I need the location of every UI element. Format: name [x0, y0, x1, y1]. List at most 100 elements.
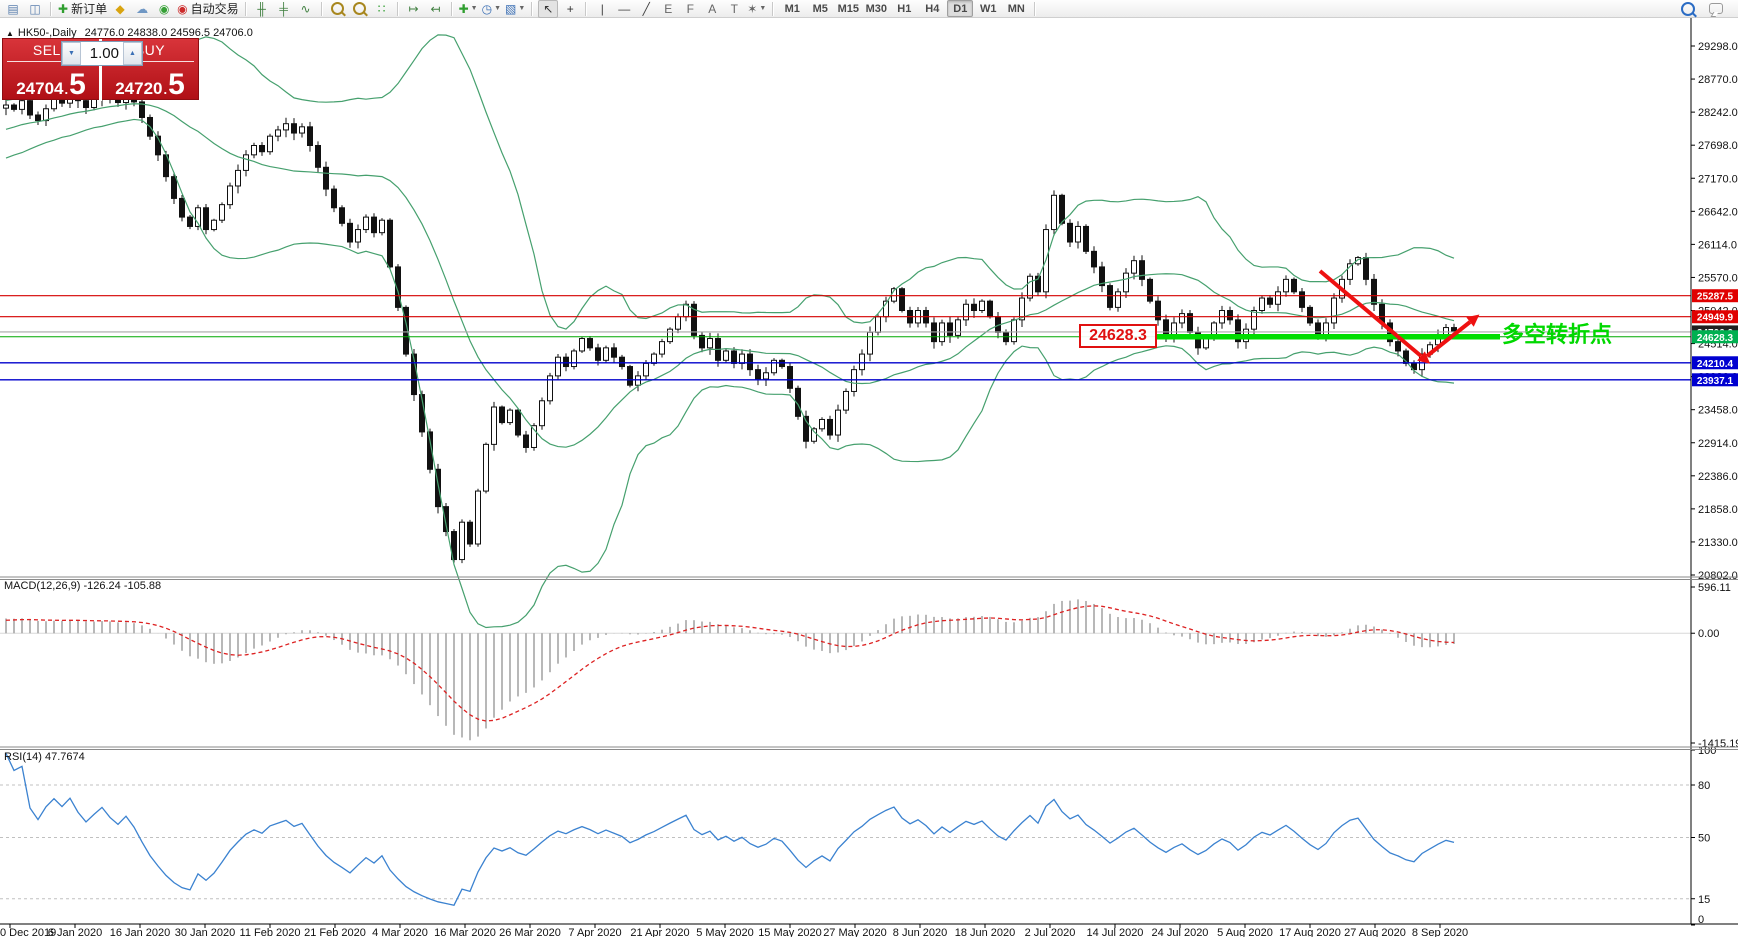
zoom-in-icon[interactable]: [328, 0, 348, 18]
text-label-icon[interactable]: T: [724, 0, 744, 18]
price-axis: 29298.0 28770.0 28242.0 27698.0 27170.0 26642…: [0, 18, 1738, 937]
tile-windows-icon-glyph: ∷: [377, 1, 386, 16]
macd-label: MACD(12,26,9) -126.24 -105.88: [4, 580, 162, 592]
arrows-icon[interactable]: ✶ ▼: [746, 0, 767, 18]
new-chart-icon[interactable]: ▤: [3, 0, 23, 18]
axis-badge-text: 23937.1: [1697, 376, 1734, 387]
buy-price-pip: 5: [168, 68, 185, 101]
search-icon: [1681, 1, 1695, 16]
templates-icon-dropdown[interactable]: ▼: [518, 5, 526, 12]
axis-badge-23937.1: [1692, 373, 1738, 387]
fibonacci-icon[interactable]: F: [680, 0, 700, 18]
time-tick-label: 0 Dec 2019: [0, 927, 56, 937]
macd-signal-line: [5, 605, 1455, 722]
strategy-tester-icon[interactable]: ◉: [154, 0, 174, 18]
tile-windows-icon[interactable]: ∷: [372, 0, 392, 18]
time-tick-label: 18 Jun 2020: [955, 927, 1016, 937]
periods-icon-glyph: ◷: [481, 1, 493, 16]
equidistant-channel-icon-glyph: E: [664, 1, 673, 16]
price-tick-label: 26642.0: [1698, 206, 1738, 218]
rsi-tick-label: 15: [1698, 894, 1710, 906]
red-arrow[interactable]: [1425, 320, 1472, 358]
bar-chart-icon[interactable]: ╫: [252, 0, 272, 18]
time-tick-label: 2 Jul 2020: [1025, 927, 1076, 937]
horizontal-line-icon[interactable]: —: [614, 0, 634, 18]
new-order-icon[interactable]: ✚ 新订单: [57, 0, 108, 18]
timeframe-mn[interactable]: MN: [1007, 2, 1025, 15]
zoom-out-icon: [353, 2, 367, 15]
templates-icon-glyph: ▧: [505, 1, 517, 16]
chart-shift-icon-glyph: ↤: [430, 1, 441, 16]
vertical-line-icon-glyph: |: [600, 1, 604, 16]
terminal-icon[interactable]: ☁: [132, 0, 152, 18]
axis-badge-text: 24628.3: [1697, 333, 1734, 344]
timeframe-m30[interactable]: M30: [865, 2, 887, 15]
chart-shift-icon[interactable]: ↤: [426, 0, 446, 18]
volume-decrease-button[interactable]: ▼: [62, 42, 81, 65]
timeframe-h4[interactable]: H4: [925, 2, 940, 15]
toolbar-separator: [1034, 1, 1037, 16]
rsi-tick-label: 0: [1698, 914, 1704, 926]
price-tick-label: 28770.0: [1698, 74, 1738, 86]
chat-icon[interactable]: [1706, 0, 1726, 18]
symbol-period-label: HK50-,Daily: [17, 27, 77, 39]
rsi-tick-label: 100: [1698, 745, 1716, 757]
macd-tick-label: 0.00: [1698, 628, 1719, 640]
new-order-label: 新订单: [71, 2, 108, 16]
horizontal-line-icon-glyph: —: [618, 1, 631, 16]
sell-button[interactable]: SELL 24704. 5: [3, 39, 101, 101]
time-tick-label: 6 Jan 2020: [48, 927, 102, 937]
bollinger-upper: [5, 34, 1455, 330]
periods-icon-dropdown[interactable]: ▼: [494, 5, 501, 12]
line-chart-icon[interactable]: ∿: [296, 0, 316, 18]
indicators-icon[interactable]: ✚ ▼: [458, 0, 479, 18]
price-tick-label: 23458.0: [1698, 405, 1738, 417]
volume-increase-button[interactable]: ▲: [123, 42, 142, 65]
indicators-icon-dropdown[interactable]: ▼: [470, 5, 478, 12]
volume-input[interactable]: 1.00: [89, 45, 119, 62]
templates-icon[interactable]: ▧ ▼: [504, 0, 526, 18]
arrows-icon-dropdown[interactable]: ▼: [759, 5, 767, 12]
timeframe-w1[interactable]: W1: [980, 2, 997, 15]
price-tick-label: 26114.0: [1698, 239, 1737, 251]
new-order-icon-glyph: ✚: [58, 1, 69, 16]
collapse-icon[interactable]: ▲: [6, 29, 14, 38]
text-label-icon-glyph: T: [730, 1, 738, 16]
price-tick-label: 21330.0: [1698, 537, 1738, 549]
price-pane: [0, 34, 1691, 629]
vertical-line-icon[interactable]: |: [592, 0, 612, 18]
price-tick-label: 25570.0: [1698, 272, 1738, 284]
chat-icon: [1709, 3, 1723, 14]
time-tick-label: 11 Feb 2020: [240, 927, 301, 937]
turning-point-label[interactable]: 多空转折点: [1502, 322, 1613, 347]
fibonacci-icon-glyph: F: [686, 1, 694, 16]
price-tick-label: 27698.0: [1698, 140, 1738, 152]
metaeditor-icon[interactable]: ◆: [110, 0, 130, 18]
search-icon[interactable]: [1678, 0, 1698, 18]
periods-icon[interactable]: ◷ ▼: [481, 0, 502, 18]
profiles-icon-glyph: ◫: [29, 1, 41, 16]
time-tick-label: 8 Jun 2020: [893, 927, 947, 937]
autotrading-icon[interactable]: ◉ 自动交易: [176, 0, 240, 18]
crosshair-icon[interactable]: +: [560, 0, 580, 18]
price-callout-box[interactable]: 24628.3: [1079, 324, 1157, 348]
timeframe-m1[interactable]: M1: [784, 2, 800, 15]
timeframe-d1[interactable]: D1: [947, 0, 974, 17]
bollinger-lower: [5, 118, 1455, 629]
timeframe-m15[interactable]: M15: [837, 2, 859, 15]
candlestick-chart-icon[interactable]: ╪: [274, 0, 294, 18]
auto-scroll-icon[interactable]: ↦: [404, 0, 424, 18]
timeframe-m5[interactable]: M5: [812, 2, 828, 15]
zoom-out-icon[interactable]: [350, 0, 370, 18]
trendline-icon[interactable]: ╱: [636, 0, 656, 18]
red-arrow[interactable]: [1318, 269, 1423, 358]
timeframe-h1[interactable]: H1: [897, 2, 912, 15]
profiles-icon[interactable]: ◫: [25, 0, 45, 18]
sell-price: 24704. 5: [3, 70, 99, 100]
time-tick-label: 14 Jul 2020: [1087, 927, 1144, 937]
text-icon[interactable]: A: [702, 0, 722, 18]
cursor-icon[interactable]: ↖: [538, 0, 559, 18]
equidistant-channel-icon[interactable]: E: [658, 0, 678, 18]
time-tick-label: 21 Feb 2020: [304, 927, 366, 937]
